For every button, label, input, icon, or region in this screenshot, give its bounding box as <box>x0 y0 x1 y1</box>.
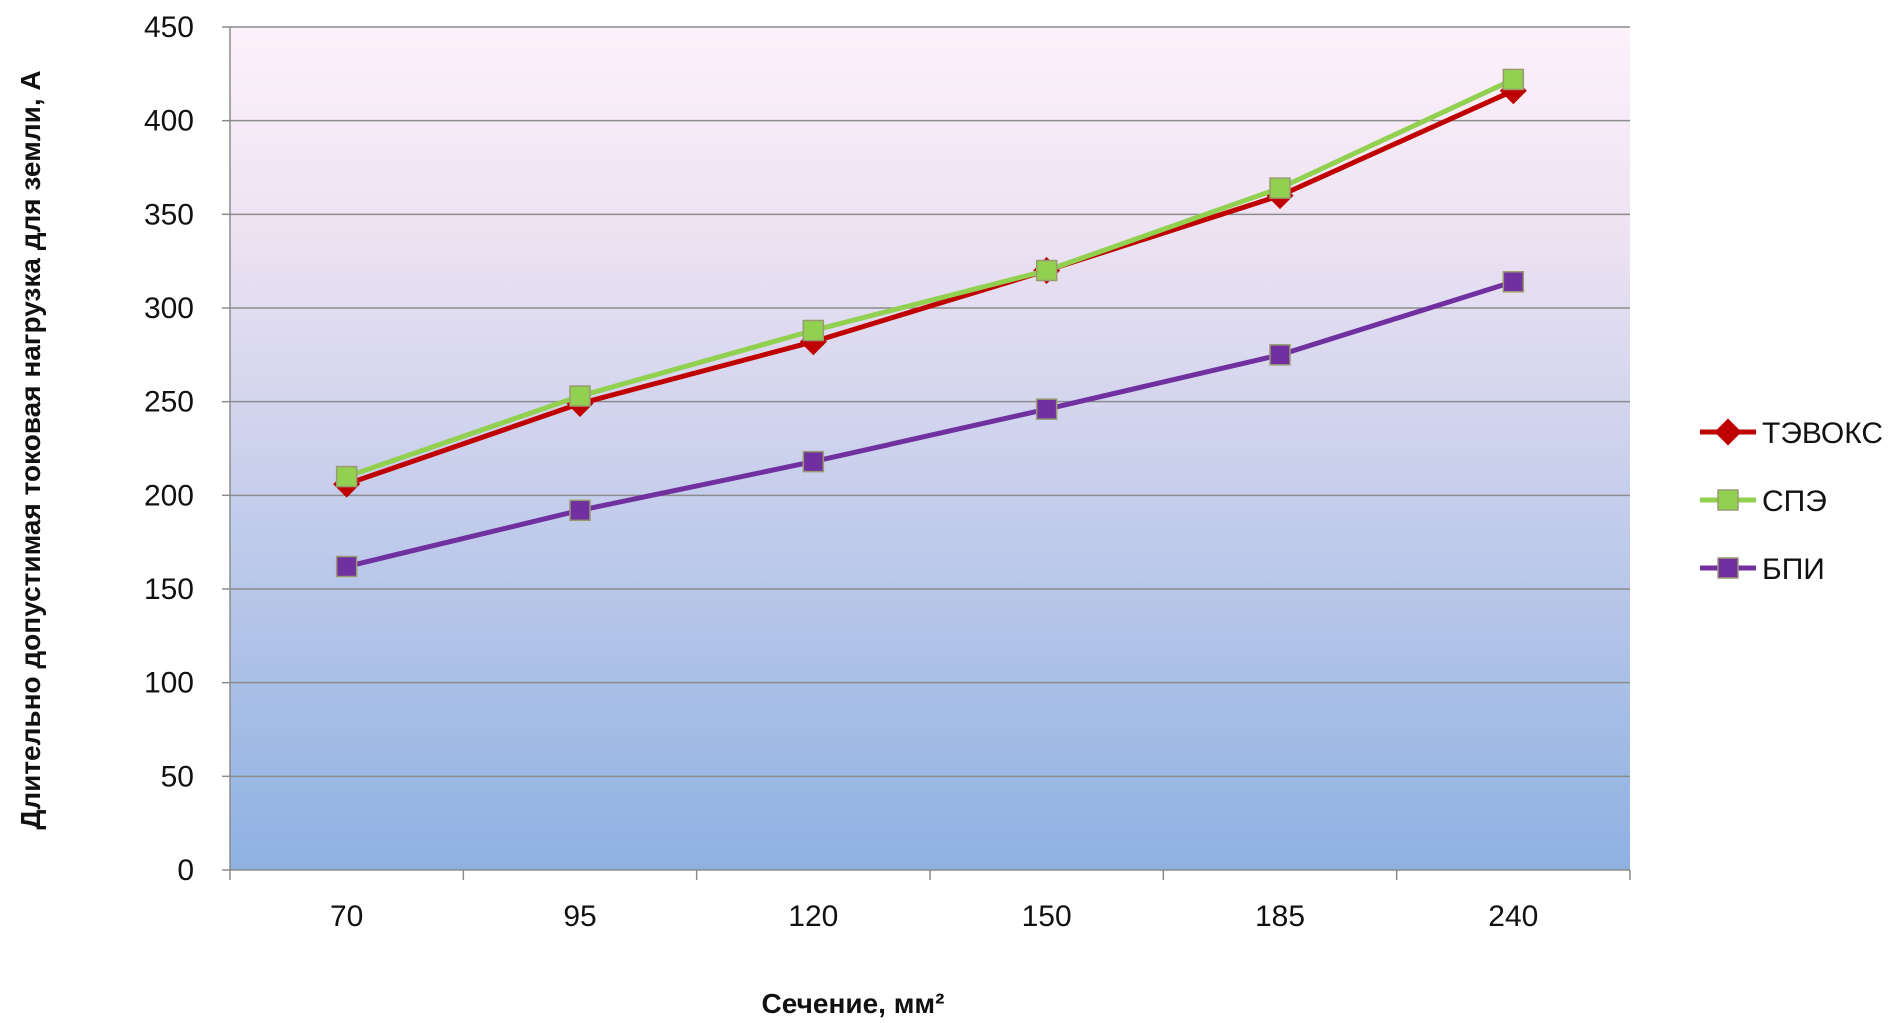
y-axis-title: Длительно допустимая токовая нагрузка дл… <box>15 70 46 829</box>
series-line <box>345 77 1515 479</box>
data-point <box>1035 398 1058 420</box>
y-tick-label: 200 <box>144 479 194 512</box>
data-point <box>802 450 825 473</box>
legend-label: СПЭ <box>1762 485 1827 518</box>
x-axis-ticks: 70 95 120 150 185 240 <box>229 870 1631 933</box>
legend-item: БПИ <box>1700 553 1825 586</box>
data-point <box>569 499 591 522</box>
x-tick-label: 185 <box>1255 900 1305 933</box>
y-tick-label: 50 <box>161 760 194 793</box>
plot-area <box>230 27 1630 870</box>
legend-marker <box>1717 557 1739 579</box>
legend-label: ТЭВОКС <box>1762 417 1883 450</box>
x-tick-label: 120 <box>788 900 838 933</box>
legend-marker <box>1717 489 1739 511</box>
y-tick-label: 250 <box>144 386 194 419</box>
x-tick-label: 150 <box>1022 900 1072 933</box>
data-point <box>1502 68 1525 91</box>
x-tick-label: 95 <box>563 900 596 933</box>
legend-item: СПЭ <box>1700 485 1827 518</box>
series-2 <box>335 68 1525 488</box>
y-tick-label: 400 <box>144 105 194 138</box>
y-tick-label: 0 <box>177 854 194 887</box>
y-tick-label: 100 <box>144 667 194 700</box>
data-point <box>1269 177 1291 199</box>
x-axis-title: Сечение, мм² <box>762 988 945 1019</box>
y-axis-ticks: 0 50 100 150 200 250 300 350 400 450 <box>144 11 230 887</box>
data-point <box>335 465 358 488</box>
series-3 <box>335 271 1525 578</box>
series-line <box>346 279 1515 569</box>
data-point <box>335 555 358 578</box>
data-point <box>802 319 825 342</box>
y-tick-label: 350 <box>144 198 194 231</box>
series-group <box>333 68 1527 578</box>
x-tick-label: 70 <box>330 900 363 933</box>
legend-marker <box>1714 418 1742 446</box>
legend: ТЭВОКС СПЭ БПИ <box>1700 417 1883 586</box>
data-point <box>1502 271 1525 293</box>
legend-item: ТЭВОКС <box>1700 417 1883 450</box>
data-point <box>1269 344 1291 366</box>
y-tick-label: 150 <box>144 573 194 606</box>
data-point <box>569 385 591 407</box>
y-tick-label: 450 <box>144 11 194 44</box>
series-line <box>345 88 1515 487</box>
y-tick-label: 300 <box>144 292 194 325</box>
x-tick-label: 240 <box>1488 900 1538 933</box>
legend-label: БПИ <box>1762 553 1825 586</box>
data-point <box>1035 259 1058 282</box>
